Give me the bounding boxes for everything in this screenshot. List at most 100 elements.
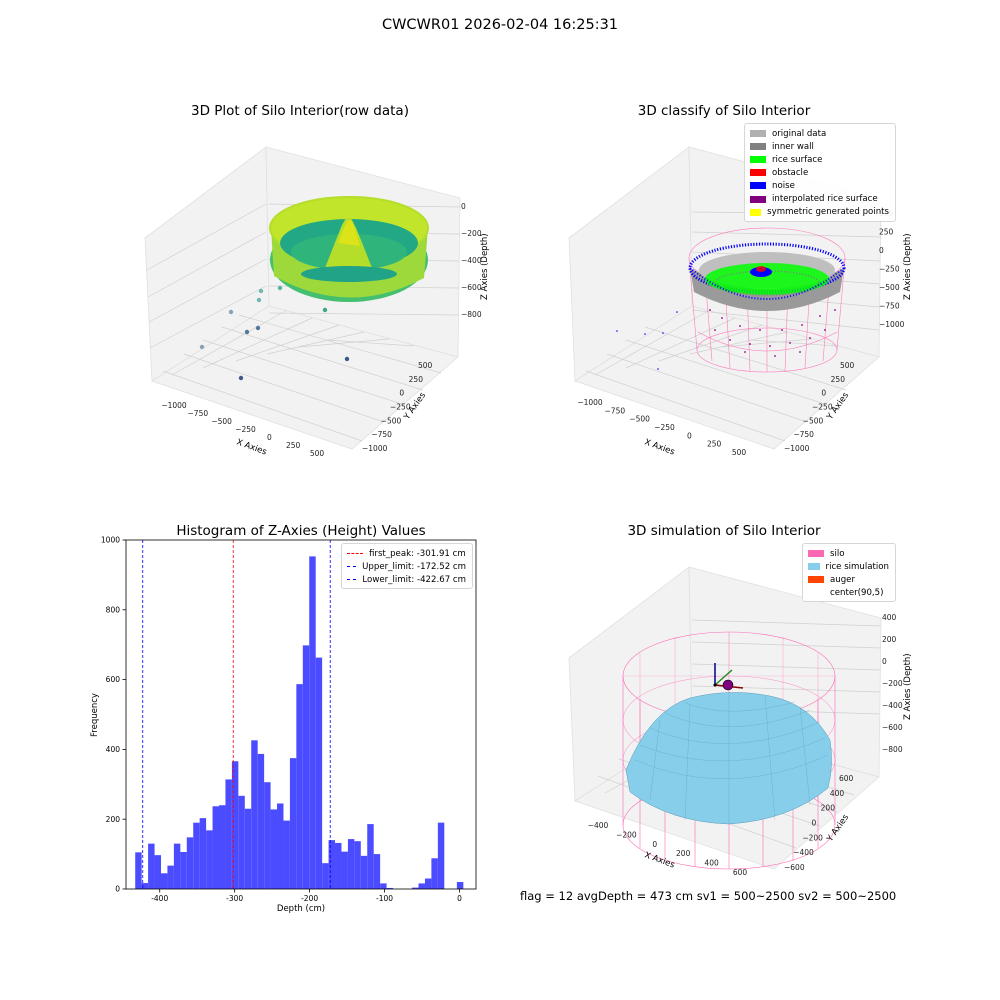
x-tick-label: 0 [652,840,657,849]
z-tick-label: −800 [461,310,482,319]
simulation-x-label: X Axies [643,850,676,870]
histogram-y-tick-label: 800 [106,605,121,614]
histogram-bar [386,887,394,889]
y-tick-label: −1000 [784,444,810,453]
histogram-bar [270,809,278,889]
legend-label: Lower_limit: -422.67 cm [362,574,466,585]
histogram-bar [354,841,361,889]
legend-label: first_peak: -301.91 cm [369,548,466,559]
legend-entry: noise [750,179,889,192]
legend-label: Upper_limit: -172.52 cm [362,561,466,572]
histogram-bar [238,795,245,889]
histogram-x-tick-label: -300 [226,894,243,903]
y-tick-label: 400 [830,789,845,798]
histogram-bar [360,855,368,889]
legend-label: center(90,5) [830,587,884,598]
legend-swatch [808,589,824,597]
z-tick-label: −250 [879,265,900,274]
classify-3d-plot: −1000−750−500−25002505005002500−250−500−… [568,146,913,458]
histogram-bar [412,887,419,889]
raw-axis-ticks: −1000−750−500−25002505005002500−250−500−… [161,202,482,458]
histogram-bar [341,851,348,889]
y-tick-label: −1000 [362,444,388,453]
y-tick-label: −250 [812,403,833,412]
y-tick-label: −250 [390,403,411,412]
legend-label: inner wall [772,141,814,152]
histogram-bar [231,761,239,889]
histogram-legend: first_peak: -301.91 cm Upper_limit: -172.… [341,543,473,590]
legend-swatch [750,156,766,164]
histogram-bar [193,822,200,889]
legend-entry: interpolated rice surface [750,192,889,205]
z-tick-label: 400 [882,613,897,622]
legend-entry: rice surface [750,153,889,166]
legend-label: noise [772,180,795,191]
raw-z-label: Z Axies (Depth) [480,233,490,300]
x-tick-label: −1000 [161,401,187,410]
classify-z-label: Z Axies (Depth) [903,233,913,300]
legend-label: silo [830,548,845,559]
y-tick-label: −600 [784,863,805,872]
histogram-x-tick-label: 0 [457,894,462,903]
histogram-bar [296,684,303,889]
histogram-bar [206,830,213,889]
histogram-bar [199,818,207,889]
y-tick-label: 500 [840,361,855,370]
histogram-y-tick-label: 200 [106,815,121,824]
simulation-legend: silo rice simulation auger center(90,5) [802,543,896,603]
z-tick-label: −500 [879,283,900,292]
z-tick-label: −200 [461,229,482,238]
histogram-bar [335,842,342,889]
y-tick-label: −500 [803,416,824,425]
histogram-bar [373,854,381,889]
legend-swatch [750,130,766,138]
histogram-bar [437,822,445,889]
histogram-bar [424,878,432,889]
histogram-bar [431,858,438,889]
histogram-bar [251,740,258,889]
histogram-bar [283,820,290,889]
figure-title: CWCWR01 2026-02-04 16:25:31 [381,17,619,33]
y-tick-label: −400 [793,848,814,857]
legend-swatch [750,195,766,203]
histogram-y-tick-label: 400 [106,745,121,754]
classify-noise-points [616,311,678,370]
x-tick-label: 0 [687,431,692,440]
y-tick-label: −750 [371,430,392,439]
histogram-bar [186,837,194,889]
status-line: flag = 12 avgDepth = 473 cm sv1 = 500~25… [520,889,897,903]
legend-swatch [347,553,363,555]
histogram-bar [380,883,387,889]
histogram-bar [225,779,232,889]
z-tick-label: 0 [882,657,887,666]
legend-label: auger [830,574,855,585]
histogram-bar [161,873,168,889]
legend-entry: rice simulation [808,560,889,573]
y-tick-label: 250 [409,375,424,384]
histogram-bar [173,843,181,889]
histogram-bar [347,839,355,889]
histogram-y-tick-label: 600 [106,675,121,684]
legend-label: rice simulation [825,561,889,572]
z-tick-label: −400 [882,701,903,710]
x-tick-label: −200 [616,830,637,839]
simulation-axis-ticks: −400 −200 0 200 400 600 600 400 200 0 −200 −400 −600… [588,613,903,877]
x-tick-label: −1000 [577,398,603,407]
z-tick-label: −1000 [879,320,905,329]
histogram-frame [125,539,477,890]
legend-swatch [808,563,820,571]
classify-legend: original data inner wall rice surface obsta… [744,123,896,222]
x-tick-label: 400 [704,859,719,868]
legend-entry: silo [808,547,889,560]
histogram-bar [135,852,142,889]
classify-wall-band [688,242,846,311]
legend-entry: symmetric generated points [750,206,889,219]
histogram-bar [322,863,329,889]
x-tick-label: −500 [629,415,650,424]
x-tick-label: −500 [211,417,232,426]
histogram-y-tick-label: 0 [115,885,120,894]
y-tick-label: −200 [802,833,823,842]
legend-label: symmetric generated points [767,207,889,218]
legend-entry: Lower_limit: -422.67 cm [347,573,466,586]
classify-interpolated-dots [709,309,836,357]
